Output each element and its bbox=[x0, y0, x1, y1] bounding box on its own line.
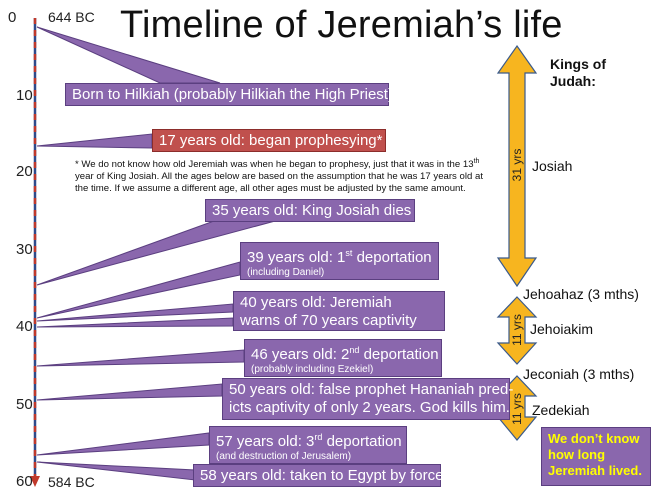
footnote-line: the time. If we assume a different age, … bbox=[75, 183, 466, 195]
king-name: Josiah bbox=[532, 158, 573, 174]
event-text-tail: deportation bbox=[322, 433, 402, 450]
event-text-line2: icts captivity of only 2 years. God kill… bbox=[229, 399, 510, 416]
axis-tick-label: 50 bbox=[16, 396, 33, 413]
ordinal-suffix: nd bbox=[349, 345, 360, 355]
king-name: Zedekiah bbox=[532, 402, 590, 418]
event-connector-prophesy bbox=[36, 133, 153, 149]
axis-arrowhead bbox=[30, 476, 40, 487]
footnote: * We do not know how old Jeremiah was wh… bbox=[75, 156, 495, 195]
event-text: Born to Hilkiah (probably Hilkiah the Hi… bbox=[72, 86, 393, 103]
event-box-josiah-dies: 35 years old: King Josiah dies bbox=[205, 199, 415, 222]
event-box-hananiah: 50 years old: false prophet Hananiah pre… bbox=[222, 378, 514, 420]
event-box-birth: Born to Hilkiah (probably Hilkiah the Hi… bbox=[65, 83, 393, 106]
event-box-first-deportation: 39 years old: 1st deportation (including… bbox=[240, 242, 439, 280]
event-connector-second-deportation bbox=[36, 349, 245, 367]
reign-arrow-josiah bbox=[496, 44, 538, 288]
kings-heading-line: Judah: bbox=[550, 73, 596, 89]
event-text: 40 years old: Jeremiah bbox=[240, 294, 392, 311]
time-axis bbox=[30, 18, 40, 487]
footnote-line: * We do not know how old Jeremiah was wh… bbox=[75, 159, 474, 171]
event-subtext: (including Daniel) bbox=[247, 267, 325, 278]
axis-tick-label: 10 bbox=[16, 87, 33, 104]
event-text: 57 years old: 3 bbox=[216, 433, 315, 450]
event-text-line2: warns of 70 years captivity bbox=[240, 312, 417, 329]
axis-tick-label: 0 bbox=[8, 9, 17, 26]
event-connector-warns bbox=[36, 303, 234, 322]
event-box-egypt: 58 years old: taken to Egypt by force bbox=[193, 464, 444, 487]
event-box-third-deportation: 57 years old: 3rd deportation (and destr… bbox=[209, 426, 407, 464]
event-text-tail: deportation bbox=[359, 346, 439, 363]
axis-end-year: 584 BC bbox=[48, 474, 95, 490]
event-text: 35 years old: King Josiah dies bbox=[212, 202, 412, 219]
event-text: 58 years old: taken to Egypt by force bbox=[200, 467, 444, 484]
event-text: 39 years old: 1 bbox=[247, 249, 346, 266]
ordinal-suffix: rd bbox=[314, 432, 323, 442]
event-box-prophesying: 17 years old: began prophesying* bbox=[152, 129, 386, 152]
event-box-seventy-years: 40 years old: Jeremiah warns of 70 years… bbox=[233, 291, 445, 331]
event-text: 50 years old: false prophet Hananiah pre… bbox=[229, 381, 514, 398]
event-subtext: (and destruction of Jerusalem) bbox=[216, 451, 352, 462]
kings-heading: Kings of Judah: bbox=[550, 56, 606, 90]
reign-duration-label: 31 yrs bbox=[510, 148, 524, 182]
event-subtext: (probably including Ezekiel) bbox=[251, 364, 374, 375]
event-box-second-deportation: 46 years old: 2nd deportation (probably … bbox=[244, 339, 442, 377]
event-connector-third-deportation bbox=[36, 432, 210, 456]
event-text-tail: deportation bbox=[352, 249, 432, 266]
event-text: 46 years old: 2 bbox=[251, 346, 350, 363]
page-title: Timeline of Jeremiah’s life bbox=[120, 4, 563, 46]
king-name: Jehoiakim bbox=[530, 321, 594, 337]
footnote-superscript: th bbox=[473, 158, 480, 165]
axis-tick-label: 60 bbox=[16, 473, 33, 490]
axis-tick-label: 20 bbox=[16, 163, 33, 180]
king-name: Jehoahaz (3 mths) bbox=[523, 286, 639, 302]
reign-arrow-jehoiakim bbox=[496, 296, 538, 365]
event-text: 17 years old: began prophesying* bbox=[159, 132, 383, 149]
reign-duration-label: 11 yrs bbox=[510, 314, 524, 346]
footnote-line: year of King Josiah. All the ages below … bbox=[75, 171, 483, 183]
axis-tick-label: 40 bbox=[16, 318, 33, 335]
kings-heading-line: Kings of bbox=[550, 56, 606, 72]
axis-start-year: 644 BC bbox=[48, 9, 95, 25]
king-name: Jeconiah (3 mths) bbox=[523, 366, 635, 382]
ordinal-suffix: st bbox=[345, 248, 353, 258]
reign-duration-label: 11 yrs bbox=[510, 393, 524, 425]
axis-tick-label: 30 bbox=[16, 241, 33, 258]
event-connector-hananiah bbox=[36, 383, 223, 401]
unknown-lifespan-note: We don’t know how long Jeremiah lived. bbox=[541, 427, 651, 486]
